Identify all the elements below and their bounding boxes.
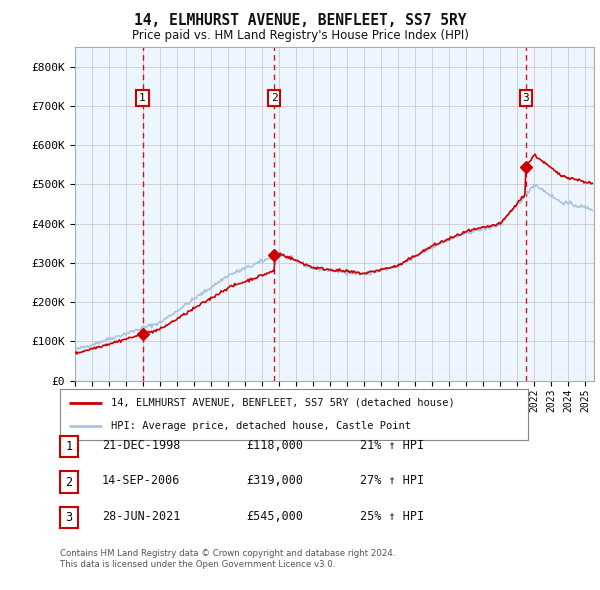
Text: Contains HM Land Registry data © Crown copyright and database right 2024.: Contains HM Land Registry data © Crown c…: [60, 549, 395, 558]
Bar: [143, 47, 274, 381]
Text: 25% ↑ HPI: 25% ↑ HPI: [360, 510, 424, 523]
Text: 1: 1: [65, 440, 73, 453]
Text: This data is licensed under the Open Government Licence v3.0.: This data is licensed under the Open Gov…: [60, 560, 335, 569]
Bar: [274, 47, 526, 381]
Text: 28-JUN-2021: 28-JUN-2021: [102, 510, 181, 523]
Text: 21% ↑ HPI: 21% ↑ HPI: [360, 439, 424, 452]
Text: 3: 3: [65, 511, 73, 524]
Text: HPI: Average price, detached house, Castle Point: HPI: Average price, detached house, Cast…: [112, 421, 412, 431]
Text: £118,000: £118,000: [246, 439, 303, 452]
Bar: [75, 47, 143, 381]
Text: £545,000: £545,000: [246, 510, 303, 523]
Text: 3: 3: [523, 93, 529, 103]
Text: 14, ELMHURST AVENUE, BENFLEET, SS7 5RY (detached house): 14, ELMHURST AVENUE, BENFLEET, SS7 5RY (…: [112, 398, 455, 408]
Text: 2: 2: [271, 93, 278, 103]
Text: 14-SEP-2006: 14-SEP-2006: [102, 474, 181, 487]
Bar: [526, 47, 594, 381]
Text: 1: 1: [139, 93, 146, 103]
Text: 14, ELMHURST AVENUE, BENFLEET, SS7 5RY: 14, ELMHURST AVENUE, BENFLEET, SS7 5RY: [134, 13, 466, 28]
Text: Price paid vs. HM Land Registry's House Price Index (HPI): Price paid vs. HM Land Registry's House …: [131, 30, 469, 42]
Text: 2: 2: [65, 476, 73, 489]
Text: 27% ↑ HPI: 27% ↑ HPI: [360, 474, 424, 487]
Text: 21-DEC-1998: 21-DEC-1998: [102, 439, 181, 452]
Text: £319,000: £319,000: [246, 474, 303, 487]
